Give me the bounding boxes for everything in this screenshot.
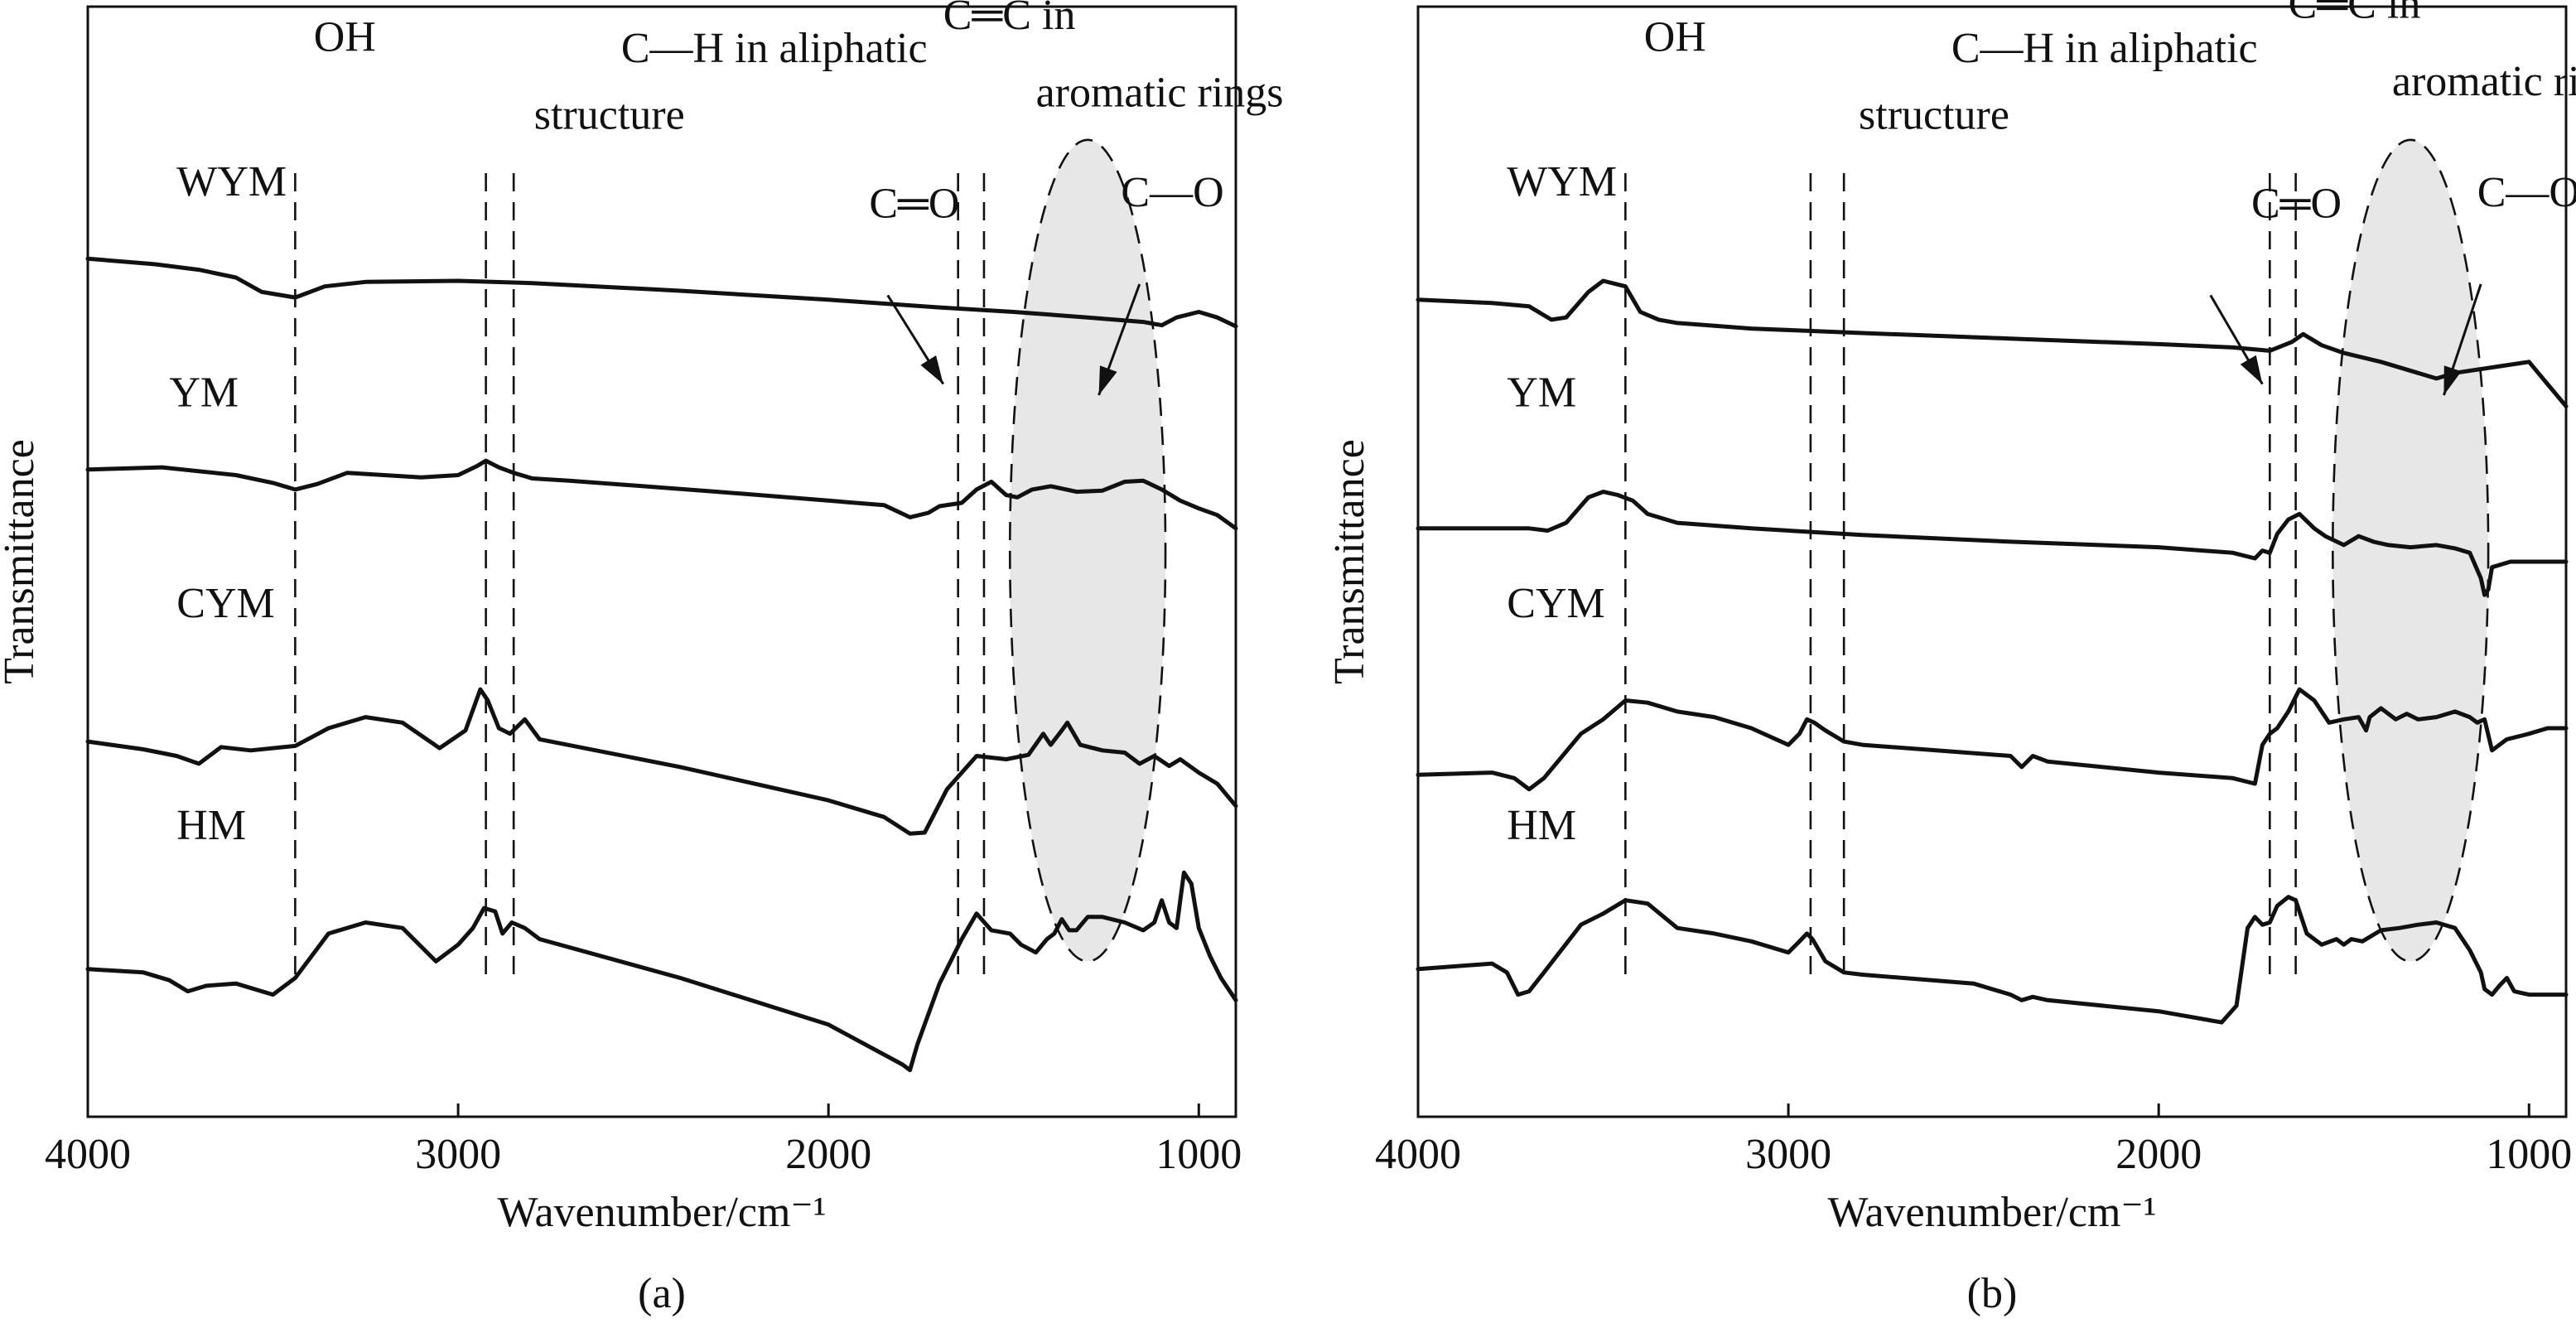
annotation-arrow-1 bbox=[2443, 283, 2482, 396]
x-tick-label: 4000 bbox=[45, 1131, 131, 1178]
annotation-arrow-0 bbox=[2209, 294, 2264, 385]
band-label-6: C—O bbox=[1121, 169, 1223, 216]
aromatic-region-ellipse bbox=[2332, 138, 2490, 963]
band-label-0: OH bbox=[314, 14, 376, 61]
annotation-arrow-0 bbox=[886, 294, 945, 385]
plot-frame bbox=[1416, 5, 2568, 1118]
band-label-2: structure bbox=[534, 91, 685, 138]
series-line-cym bbox=[85, 687, 1238, 836]
y-axis-label: Transmittance bbox=[0, 439, 43, 684]
band-label-5: C═O bbox=[2251, 181, 2342, 228]
series-label-ym: YM bbox=[169, 369, 239, 416]
band-label-1: C—H in aliphatic bbox=[621, 25, 928, 72]
band-label-5: C═O bbox=[869, 181, 959, 228]
x-axis-label: Wavenumber/cm⁻¹ bbox=[1828, 1189, 2157, 1236]
series-line-wym bbox=[1416, 278, 2569, 408]
aromatic-region-ellipse bbox=[1008, 138, 1167, 963]
y-axis-label: Transmittance bbox=[1326, 439, 1373, 684]
panel-b: WYM YM CYM HM OH C—H in aliphatic structure C═C… bbox=[1326, 0, 2576, 1317]
band-label-3: C═C in bbox=[2289, 0, 2421, 27]
arrow-head bbox=[920, 355, 943, 384]
band-label-4: aromatic rings bbox=[1036, 70, 1284, 117]
series-label-cym: CYM bbox=[1507, 580, 1604, 627]
arrow-head bbox=[1098, 365, 1117, 395]
x-tick-label: 3000 bbox=[1745, 1131, 1831, 1178]
series-line-cym bbox=[1416, 687, 2569, 792]
series-line-wym bbox=[85, 256, 1238, 329]
x-axis-label: Wavenumber/cm⁻¹ bbox=[498, 1189, 827, 1236]
x-tick-label: 2000 bbox=[2115, 1131, 2202, 1178]
x-tick-label: 4000 bbox=[1375, 1131, 1461, 1178]
arrow-head bbox=[2240, 355, 2263, 384]
band-label-1: C—H in aliphatic bbox=[1951, 25, 2258, 72]
series-label-ym: YM bbox=[1507, 369, 1576, 416]
series-label-hm: HM bbox=[1507, 802, 1576, 849]
x-tick-label: 2000 bbox=[785, 1131, 871, 1178]
series-line-ym bbox=[85, 458, 1238, 531]
band-label-0: OH bbox=[1644, 14, 1706, 61]
series-label-hm: HM bbox=[176, 802, 246, 849]
band-label-4: aromatic rings bbox=[2392, 58, 2576, 105]
x-tick-label: 1000 bbox=[1155, 1131, 1242, 1178]
panel-label: (a) bbox=[638, 1270, 686, 1317]
plot-frame bbox=[86, 5, 1237, 1118]
annotation-arrow-1 bbox=[1097, 283, 1141, 396]
series-line-hm bbox=[85, 870, 1238, 1073]
series-label-wym: WYM bbox=[1507, 158, 1617, 205]
x-tick-label: 1000 bbox=[2486, 1131, 2572, 1178]
series-line-ym bbox=[1416, 490, 2569, 597]
x-tick-label: 3000 bbox=[415, 1131, 501, 1178]
series-line-hm bbox=[1416, 895, 2569, 1025]
band-label-6: C—O bbox=[2477, 169, 2576, 216]
arrow-head bbox=[2443, 365, 2462, 395]
band-label-2: structure bbox=[1859, 91, 2009, 138]
panel-label: (b) bbox=[1967, 1270, 2018, 1317]
series-label-cym: CYM bbox=[176, 580, 274, 627]
series-label-wym: WYM bbox=[176, 158, 287, 205]
